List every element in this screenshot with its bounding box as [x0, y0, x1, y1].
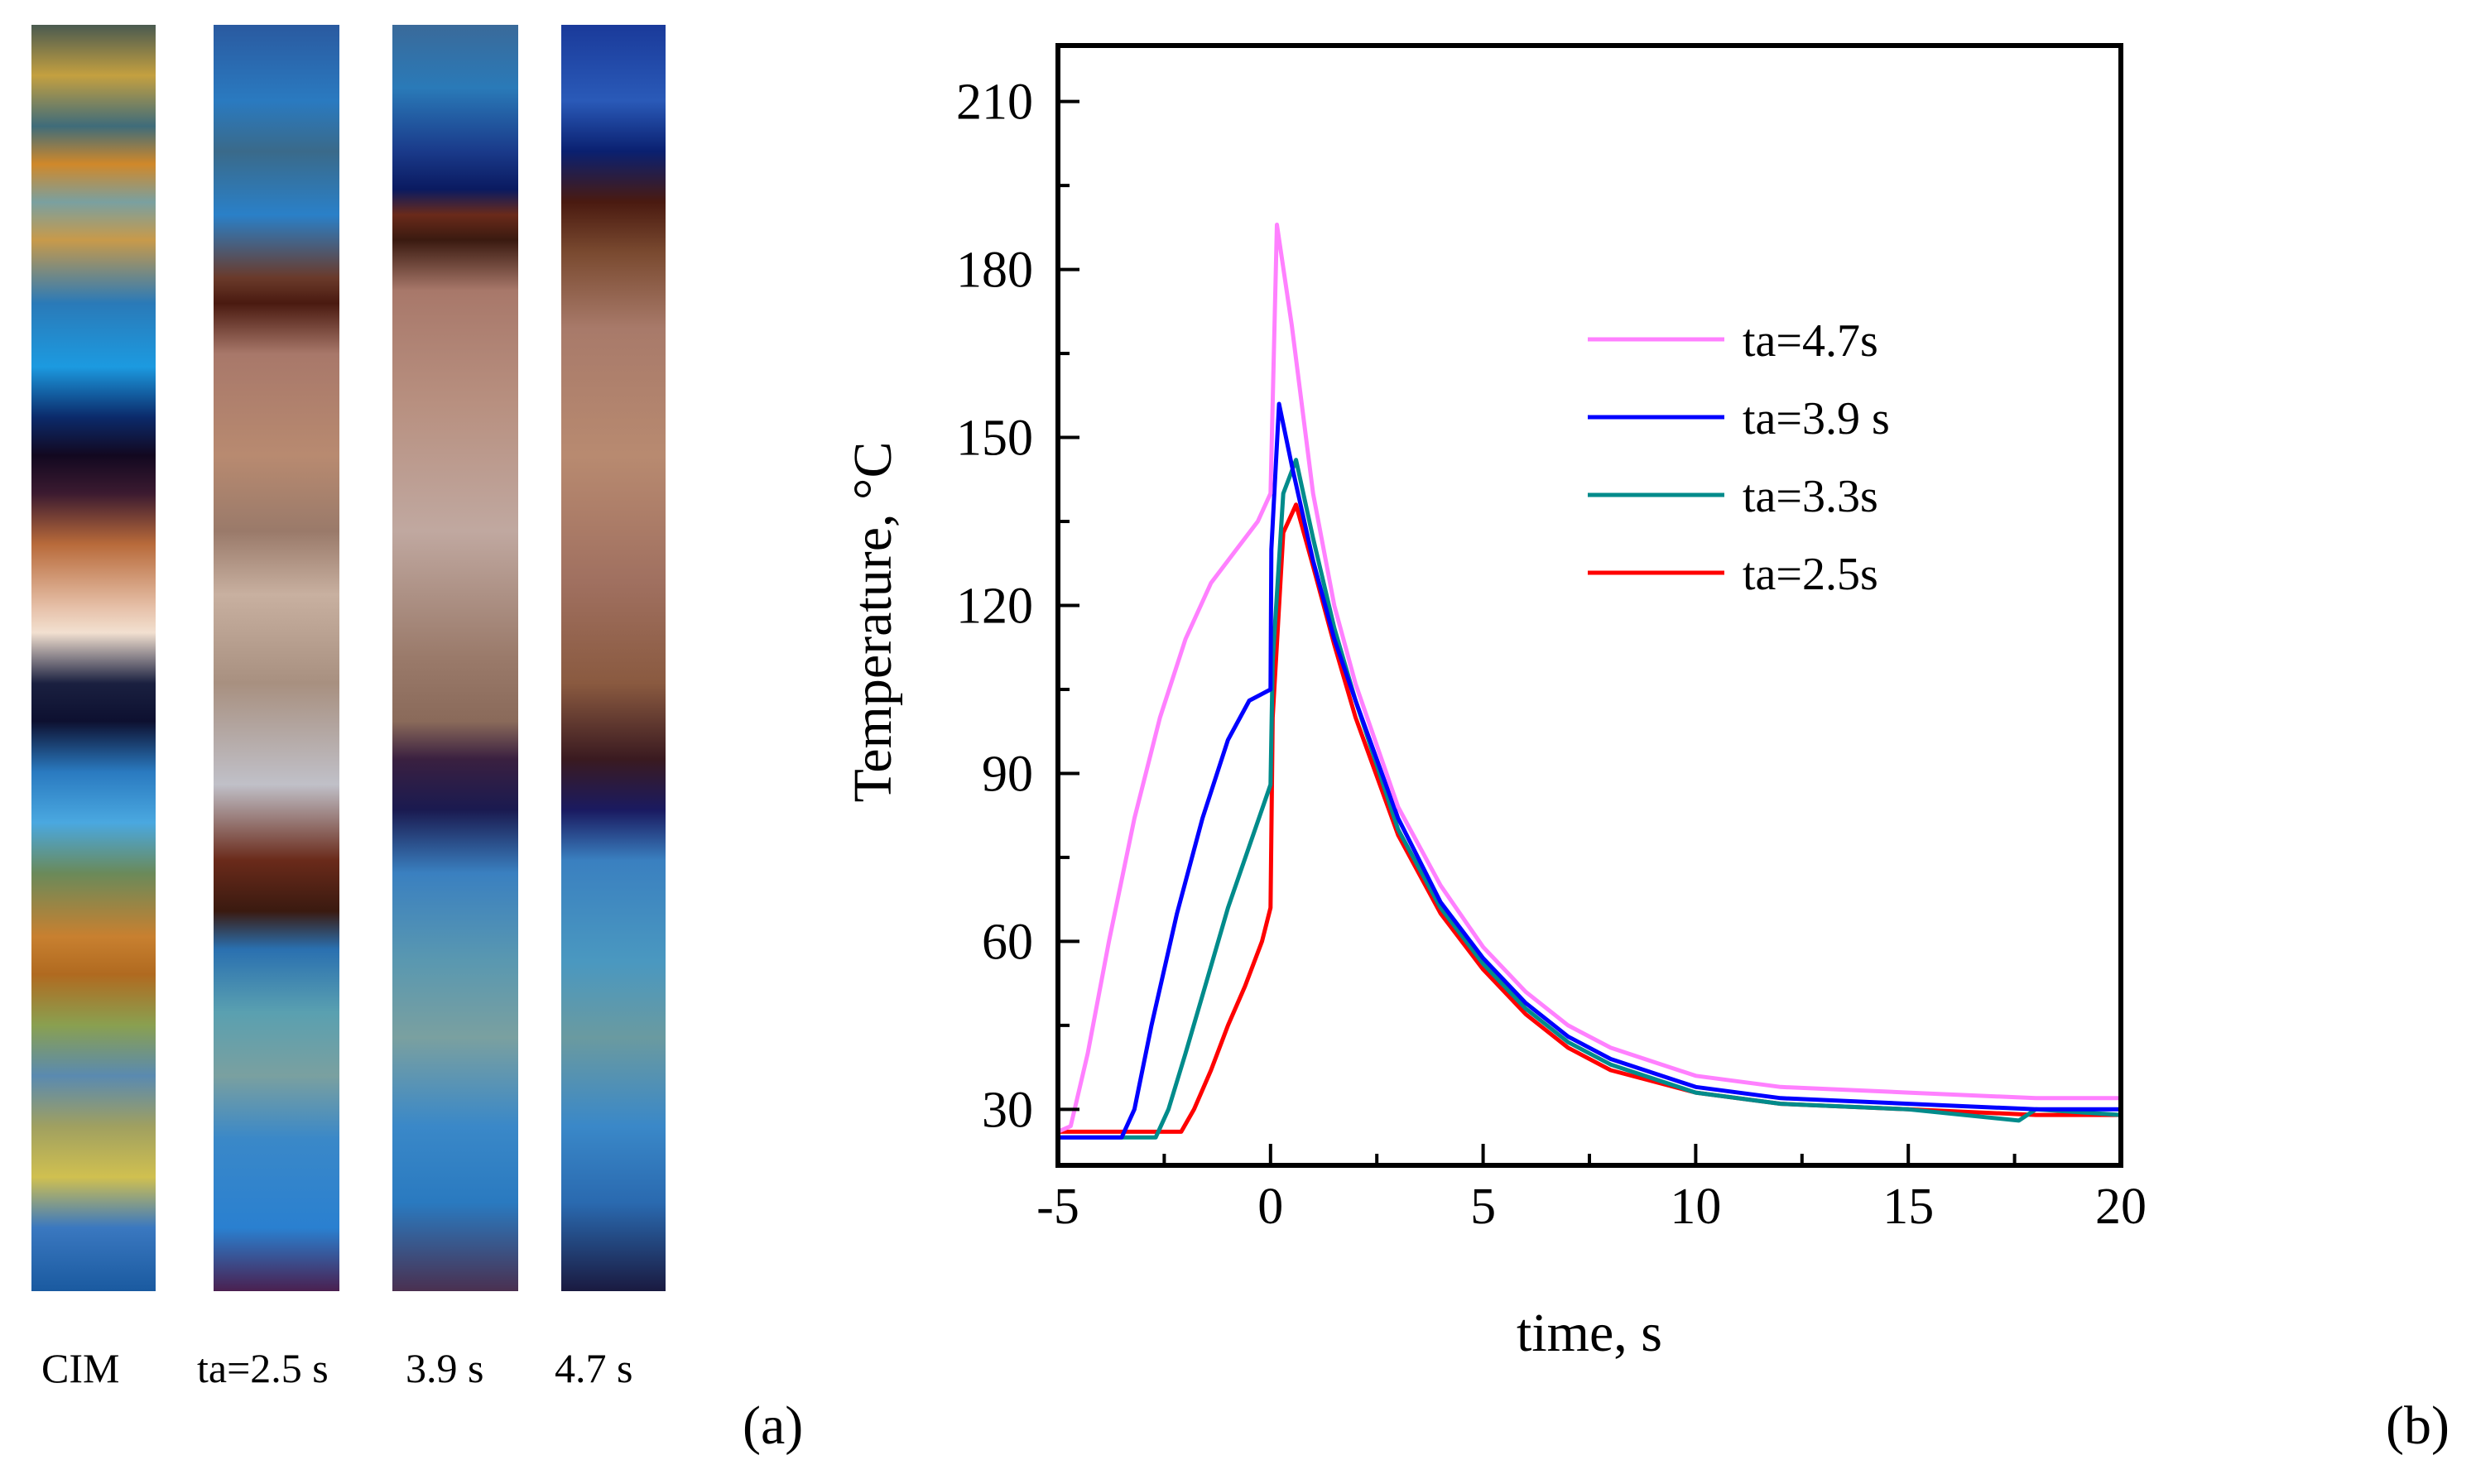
y-tick-label: 180 [956, 243, 1033, 299]
micrograph-strip-ta-4-7 [561, 25, 666, 1291]
series-layer [1056, 223, 2122, 1140]
micrograph-strip-cim [31, 25, 156, 1291]
x-axis-title: time, s [1517, 1303, 1662, 1363]
x-tick-label: 10 [1670, 1179, 1721, 1235]
y-axis-title: Temperature, °C [843, 442, 903, 803]
strip-label-cim: CIM [41, 1345, 120, 1391]
y-tick-label: 120 [956, 579, 1033, 635]
legend-label: ta=4.7s [1743, 315, 1878, 367]
micrograph-strip-ta-3-9 [392, 25, 518, 1291]
y-tick-label: 60 [982, 914, 1033, 970]
x-tick-label: 15 [1882, 1179, 1934, 1235]
micrograph-strip-ta-2-5 [214, 25, 339, 1291]
series-line-ta-4-7s [1056, 223, 2121, 1134]
series-line-ta-3-9-s [1058, 401, 2121, 1140]
ticks-layer: -5 0 5 10 15 20 30 60 90 120 150 180 210 [956, 74, 2147, 1235]
panel-tag-a: (a) [743, 1395, 804, 1456]
y-tick-label: 30 [982, 1082, 1033, 1138]
x-tick-label: -5 [1036, 1179, 1079, 1235]
strip-label-ta-2-5: ta=2.5 s [197, 1345, 329, 1391]
legend-label: ta=2.5s [1743, 549, 1878, 600]
plot-frame [1055, 43, 2123, 1168]
y-tick-label: 150 [956, 411, 1033, 467]
y-tick-label: 90 [982, 746, 1033, 802]
legend-label: ta=3.3s [1743, 471, 1878, 522]
x-tick-label: 0 [1257, 1179, 1283, 1235]
y-tick-label: 210 [956, 74, 1033, 131]
x-tick-label: 5 [1470, 1179, 1496, 1235]
legend: ta=4.7s ta=3.9 s ta=3.3s ta=2.5s [1588, 315, 1890, 600]
strip-label-3-9: 3.9 s [406, 1345, 484, 1391]
x-tick-label: 20 [2095, 1179, 2147, 1235]
strip-label-4-7: 4.7 s [555, 1345, 633, 1391]
legend-label: ta=3.9 s [1743, 393, 1890, 444]
panel-tag-b: (b) [2386, 1395, 2450, 1456]
